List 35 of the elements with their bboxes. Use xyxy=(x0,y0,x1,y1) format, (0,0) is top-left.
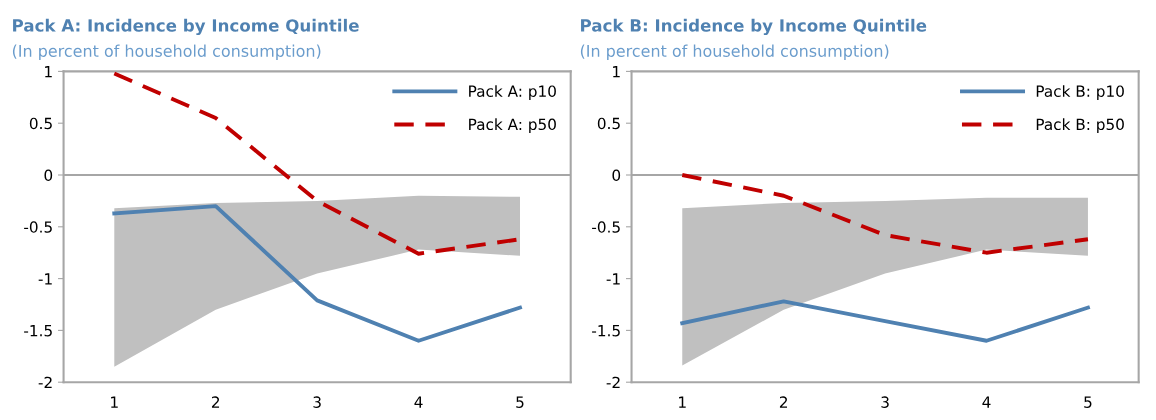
y-tick-label: -2 xyxy=(38,376,52,388)
x-tick-label: 3 xyxy=(313,396,321,408)
y-tick-label: -1 xyxy=(38,273,52,285)
y-tick-label: -1.5 xyxy=(592,325,620,337)
y-tick-label: 0 xyxy=(612,169,621,182)
x-tick-label: 5 xyxy=(1084,396,1092,408)
chart-title: Pack A: Incidence by Income Quintile xyxy=(13,18,359,36)
line-series xyxy=(112,204,522,343)
line-series xyxy=(680,173,1090,255)
legend-label: Pack A: p50 xyxy=(469,118,556,134)
legend-label: Pack B: p50 xyxy=(1036,118,1124,134)
x-tick-label: 5 xyxy=(516,396,524,408)
y-tick-label: -0.5 xyxy=(592,221,620,233)
x-tick-label: 2 xyxy=(211,396,220,408)
chart-subtitle: (In percent of household consumption) xyxy=(12,44,321,61)
x-tick-label: 1 xyxy=(679,396,686,408)
y-tick-label: 0.5 xyxy=(597,117,620,130)
x-tick-label: 4 xyxy=(414,396,423,408)
x-tick-label: 3 xyxy=(881,396,889,408)
chart-title: Pack B: Incidence by Income Quintile xyxy=(581,18,927,36)
x-tick-label: 2 xyxy=(779,396,788,408)
y-tick-label: -1 xyxy=(606,273,620,285)
line-series xyxy=(680,299,1090,343)
y-tick-label: -2 xyxy=(606,376,620,388)
y-tick-label: 1 xyxy=(613,66,620,78)
y-tick-label: 0 xyxy=(44,169,53,182)
y-tick-label: 0.5 xyxy=(29,117,52,130)
x-tick-label: 1 xyxy=(111,396,118,408)
x-tick-label: 4 xyxy=(982,396,991,408)
y-tick-label: 1 xyxy=(45,66,52,78)
legend-label: Pack B: p10 xyxy=(1036,85,1124,100)
y-tick-label: -0.5 xyxy=(24,221,52,233)
chart-subtitle: (In percent of household consumption) xyxy=(580,44,889,61)
legend-label: Pack A: p10 xyxy=(469,85,556,100)
y-tick-label: -1.5 xyxy=(24,325,52,337)
